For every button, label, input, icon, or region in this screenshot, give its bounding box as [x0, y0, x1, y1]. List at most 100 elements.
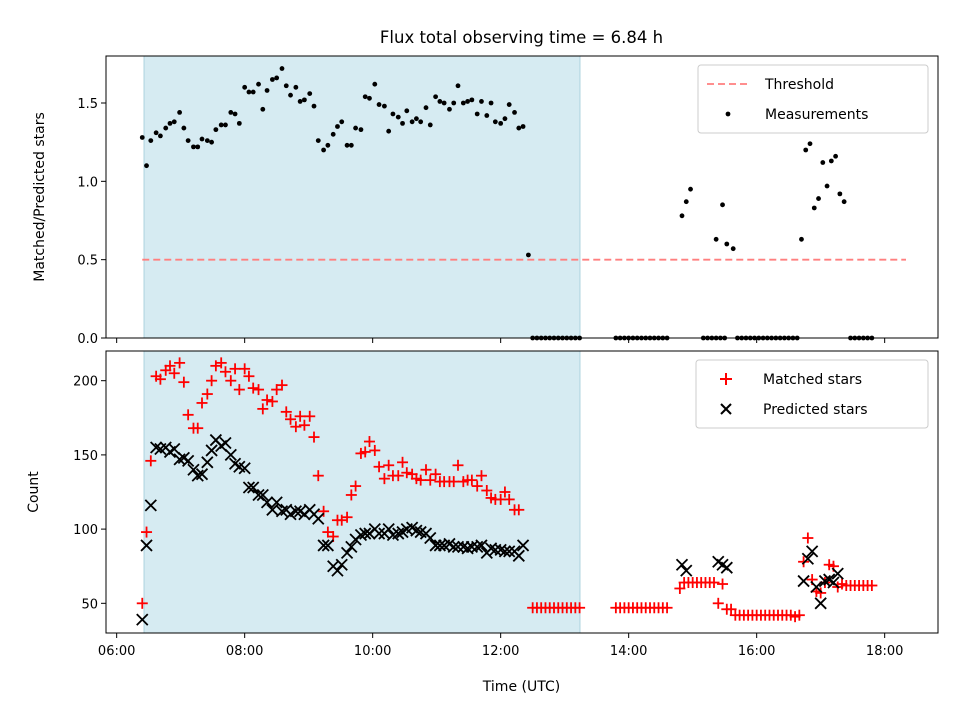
matched-point	[229, 363, 241, 375]
legend-measurements-label: Measurements	[765, 107, 868, 123]
measurement-point	[236, 120, 242, 126]
measurement-point	[163, 125, 169, 131]
predicted-point	[810, 580, 823, 594]
matched-point	[182, 409, 194, 421]
legend-predicted-swatch	[720, 403, 732, 415]
matched-point	[266, 395, 278, 407]
matched-point	[397, 456, 409, 468]
measurement-point	[824, 183, 830, 189]
measurement-point	[492, 119, 498, 125]
measurement-point	[372, 81, 378, 87]
predicted-point	[451, 540, 465, 554]
bottom-x-tick-label: 12:00	[482, 644, 519, 659]
top-y-tick-label: 0.0	[77, 332, 98, 347]
measurement-point	[279, 66, 285, 71]
predicted-point	[372, 527, 386, 540]
measurement-point	[297, 99, 303, 104]
matched-point	[304, 410, 316, 422]
predicted-point	[238, 462, 251, 475]
bottom-legend: Matched stars Predicted stars	[695, 359, 929, 429]
matched-point	[312, 470, 324, 482]
predicted-point	[289, 505, 303, 518]
predicted-point	[503, 545, 516, 558]
measurement-point	[828, 158, 834, 164]
predicted-point	[256, 488, 269, 502]
matched-point	[298, 419, 310, 431]
predicted-point	[410, 524, 423, 537]
predicted-point	[168, 442, 181, 456]
predicted-point	[191, 469, 204, 482]
measurement-point	[264, 88, 270, 93]
matched-point	[261, 394, 273, 406]
measurement-point	[382, 103, 387, 109]
measurement-point	[256, 81, 261, 87]
measurement-point	[307, 91, 313, 96]
predicted-point	[827, 576, 840, 589]
predicted-point	[321, 539, 335, 552]
measurement-point	[799, 236, 804, 242]
measurement-point	[376, 102, 382, 107]
measurement-point	[502, 116, 508, 122]
matched-point	[341, 511, 353, 523]
matched-point	[661, 602, 673, 614]
matched-point	[383, 459, 395, 471]
measurement-point	[302, 97, 307, 103]
matched-point	[430, 468, 442, 480]
measurement-point	[409, 119, 415, 125]
matched-point	[206, 375, 218, 387]
observing-span-top	[143, 55, 581, 339]
legend-threshold-label: Threshold	[764, 77, 834, 93]
measurement-point	[465, 99, 470, 104]
predicted-point	[195, 468, 209, 481]
predicted-point	[447, 540, 460, 554]
predicted-point	[201, 456, 214, 469]
matched-point	[239, 363, 251, 375]
matched-point	[424, 474, 436, 486]
measurement-point	[228, 110, 234, 115]
matched-point	[802, 532, 814, 544]
measurement-point	[153, 130, 159, 136]
measurement-point	[400, 120, 405, 126]
matched-point	[164, 360, 176, 372]
predicted-series	[136, 433, 844, 626]
measurement-point	[311, 103, 317, 109]
predicted-point	[382, 522, 395, 536]
measurement-point	[506, 102, 512, 107]
predicted-point	[270, 496, 283, 509]
legend-measurements-swatch	[725, 111, 731, 117]
measurement-point	[250, 89, 256, 95]
measurement-point	[386, 128, 392, 134]
predicted-point	[136, 613, 149, 626]
top-legend: Threshold Measurements	[697, 64, 929, 134]
bottom-x-tick-label: 18:00	[866, 644, 903, 659]
matched-point	[369, 444, 381, 456]
bottom-y-axis-label: Count	[26, 471, 42, 513]
measurement-point	[195, 144, 201, 150]
bottom-y-tick-label: 50	[81, 597, 98, 612]
matched-point	[481, 485, 493, 497]
measurement-point	[816, 196, 821, 201]
predicted-point	[461, 542, 474, 555]
measurement-point	[339, 119, 345, 125]
predicted-point	[266, 503, 279, 516]
matched-point	[280, 406, 292, 418]
measurement-point	[423, 105, 429, 111]
measurement-point	[841, 199, 847, 205]
measurement-point	[260, 106, 266, 112]
measurement-point	[520, 124, 526, 129]
legend-predicted-label: Predicted stars	[763, 402, 868, 418]
measurement-point	[209, 139, 215, 145]
predicted-point	[317, 539, 330, 552]
matched-point	[168, 367, 180, 379]
measurement-point	[807, 141, 813, 147]
predicted-point	[181, 454, 195, 467]
matched-point	[233, 384, 245, 396]
matched-point	[253, 384, 265, 396]
matched-point	[717, 578, 729, 590]
measurement-point	[451, 100, 457, 106]
measurement-point	[833, 153, 838, 159]
predicted-point	[345, 540, 358, 554]
measurement-point	[344, 142, 350, 148]
measurement-point	[270, 77, 275, 82]
